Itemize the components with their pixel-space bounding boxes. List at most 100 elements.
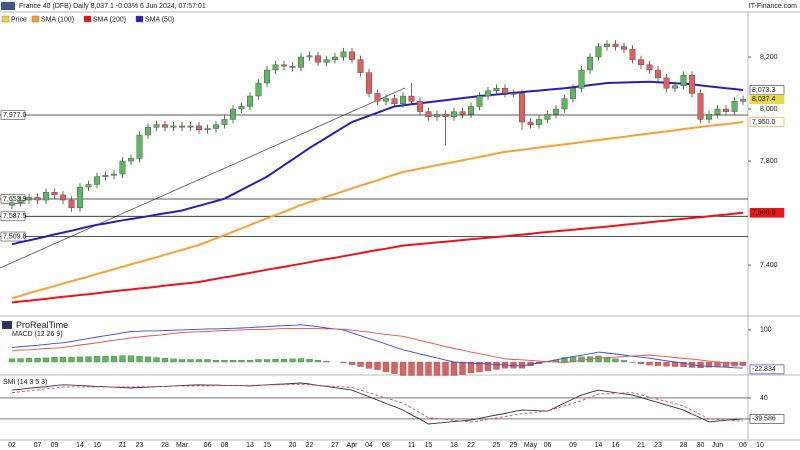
candle-body: [127, 158, 134, 162]
level-label-box: [0, 231, 26, 242]
histogram-bar: [595, 355, 602, 363]
logo: IG: [4, 322, 11, 329]
panel-title: MACD (12 26 9): [12, 331, 63, 338]
candle-body: [400, 95, 407, 105]
value-label-box: [749, 94, 785, 105]
histogram-bar: [739, 361, 747, 366]
histogram-bar: [204, 359, 211, 363]
panel-title: SMI (14 3 5 3): [3, 379, 47, 386]
candle-body: [646, 64, 653, 71]
histogram-bar: [561, 357, 568, 363]
x-tick-label: 14: [76, 442, 84, 449]
candle-body: [638, 59, 645, 66]
logo-box: [2, 321, 12, 329]
histogram-bar: [153, 357, 160, 363]
histogram-bar: [85, 356, 92, 363]
histogram-bar: [569, 357, 577, 363]
x-tick-label: 10: [756, 442, 764, 449]
candle-body: [408, 95, 415, 102]
candle-body: [187, 125, 194, 128]
x-tick-label: 08: [382, 442, 390, 449]
x-tick-label: 28: [680, 442, 688, 449]
candle-body: [621, 46, 628, 50]
level-label-box: [0, 110, 26, 120]
legend-swatch: [31, 15, 40, 23]
x-tick-label: 15: [425, 442, 433, 449]
x-tick-label: 18: [450, 442, 458, 449]
histogram-bar: [323, 360, 330, 363]
histogram-bar: [450, 361, 458, 376]
histogram-bar: [289, 358, 296, 363]
candle-body: [366, 72, 373, 94]
sma-line: [11, 80, 744, 246]
candle-body: [51, 192, 58, 196]
histogram-bar: [51, 357, 58, 363]
smi-line: [11, 383, 744, 423]
candle-body: [680, 75, 687, 86]
histogram-bar: [42, 357, 50, 363]
x-tick-label: 15: [263, 442, 271, 449]
candle-body: [451, 111, 458, 118]
histogram-bar: [340, 361, 347, 363]
header-title: France 40 (DFB) Daily 8,037.1 -0.03% 6 J…: [19, 3, 206, 10]
header-icon: [1, 2, 15, 10]
histogram-bar: [68, 357, 75, 363]
candle-body: [629, 49, 636, 60]
candle-body: [102, 175, 109, 177]
legend-label: SMA (200): [93, 16, 126, 23]
candle-body: [502, 88, 509, 94]
x-tick-label: May: [524, 442, 538, 449]
histogram-bar: [654, 361, 662, 366]
x-tick-label: 06: [204, 442, 212, 449]
candle-body: [689, 75, 696, 94]
histogram-bar: [493, 361, 500, 370]
histogram-bar: [280, 358, 288, 363]
candle-body: [723, 108, 730, 112]
y-tick-label: 40: [760, 395, 768, 402]
histogram-bar: [408, 361, 415, 376]
candle-body: [136, 134, 143, 159]
histogram-bar: [697, 361, 704, 368]
candle-body: [110, 173, 117, 176]
legend-label: SMA (50): [145, 16, 174, 23]
legend-label: SMA (100): [41, 16, 74, 23]
x-tick-label: 08: [221, 442, 229, 449]
candle-body: [655, 69, 662, 79]
histogram-bar: [17, 358, 24, 363]
candle-body: [144, 127, 151, 136]
candle-body: [119, 160, 126, 175]
histogram-bar: [127, 355, 135, 363]
x-tick-label: 27: [331, 442, 339, 449]
x-tick-label: Jun: [712, 442, 723, 449]
histogram-bar: [357, 361, 364, 367]
candle-body: [229, 108, 236, 120]
candle-body: [170, 125, 177, 128]
candle-body: [255, 82, 262, 97]
histogram-bar: [93, 356, 101, 363]
x-tick-label: 25: [493, 442, 501, 449]
candle-body: [153, 124, 160, 128]
candle-body: [604, 43, 611, 47]
candle-body: [425, 111, 432, 118]
level-label: 7,509.8: [3, 233, 26, 240]
histogram-bar: [467, 361, 475, 374]
sma-line: [11, 211, 744, 304]
x-tick-label: 22: [306, 442, 314, 449]
value-label-box: [749, 85, 785, 95]
candle-body: [34, 197, 41, 201]
histogram-bar: [663, 361, 670, 367]
trendline: [0, 87, 406, 269]
x-tick-label: 06: [544, 442, 552, 449]
x-tick-label: 21: [119, 442, 127, 449]
candle-body: [93, 176, 100, 185]
histogram-bar: [714, 361, 721, 368]
value-label: 8,073.3: [752, 87, 775, 94]
candle-body: [178, 125, 185, 128]
histogram-bar: [102, 356, 109, 363]
candle-body: [740, 99, 747, 102]
level-label: 7,587.5: [3, 213, 26, 220]
histogram-bar: [221, 359, 228, 363]
candle-body: [26, 197, 33, 201]
histogram-bar: [119, 355, 126, 363]
candle-body: [587, 56, 594, 71]
